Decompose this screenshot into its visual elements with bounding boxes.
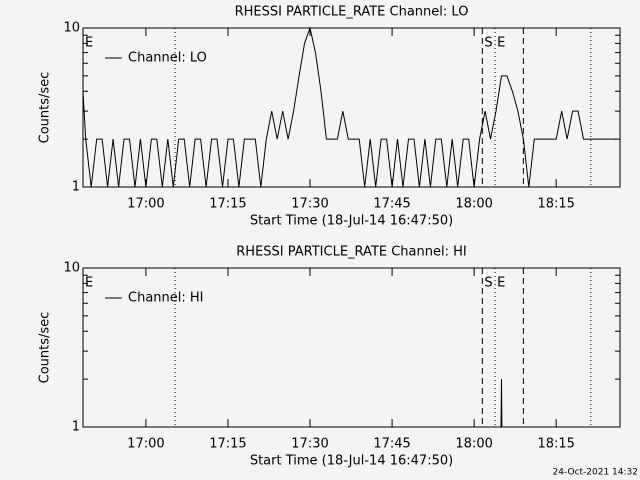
y-axis-label: Counts/sec [38,72,53,144]
x-tick-label: 18:15 [537,437,574,452]
data-line [82,26,617,188]
x-axis-label: Start Time (18-Jul-14 16:47:50) [250,214,453,229]
x-tick-label: 18:15 [537,197,574,212]
y-tick-label: 1 [72,180,80,195]
y-tick-label: 10 [63,21,80,36]
x-axis-label: Start Time (18-Jul-14 16:47:50) [250,454,453,469]
plot-frame [82,267,621,428]
y-axis-label: Counts/sec [38,312,53,384]
x-tick-label: 18:00 [455,197,492,212]
annotation: E [497,276,505,291]
footer: 24-Oct-2021 14:32 [553,468,638,478]
annotation: E [497,36,505,51]
data-line [500,379,503,428]
y-tick-label: 1 [72,420,80,435]
chart-title: RHESSI PARTICLE_RATE Channel: LO [235,5,469,20]
x-tick-label: 17:15 [209,437,246,452]
y-tick-label: 10 [63,261,80,276]
annotation: S [484,276,492,291]
x-tick-label: 17:30 [291,437,328,452]
x-tick-label: 17:45 [373,197,410,212]
x-tick-label: 17:00 [127,437,164,452]
plot-frame [82,27,621,188]
annotation: S [484,36,492,51]
chart-title: RHESSI PARTICLE_RATE Channel: HI [236,245,466,260]
x-tick-label: 17:00 [127,197,164,212]
x-tick-label: 18:00 [455,437,492,452]
x-tick-label: 17:45 [373,437,410,452]
x-tick-label: 17:30 [291,197,328,212]
x-tick-label: 17:15 [209,197,246,212]
legend-label: Channel: LO [128,51,207,66]
annotation: E [85,276,93,291]
legend-label: Channel: HI [128,291,204,306]
annotation: E [85,36,93,51]
